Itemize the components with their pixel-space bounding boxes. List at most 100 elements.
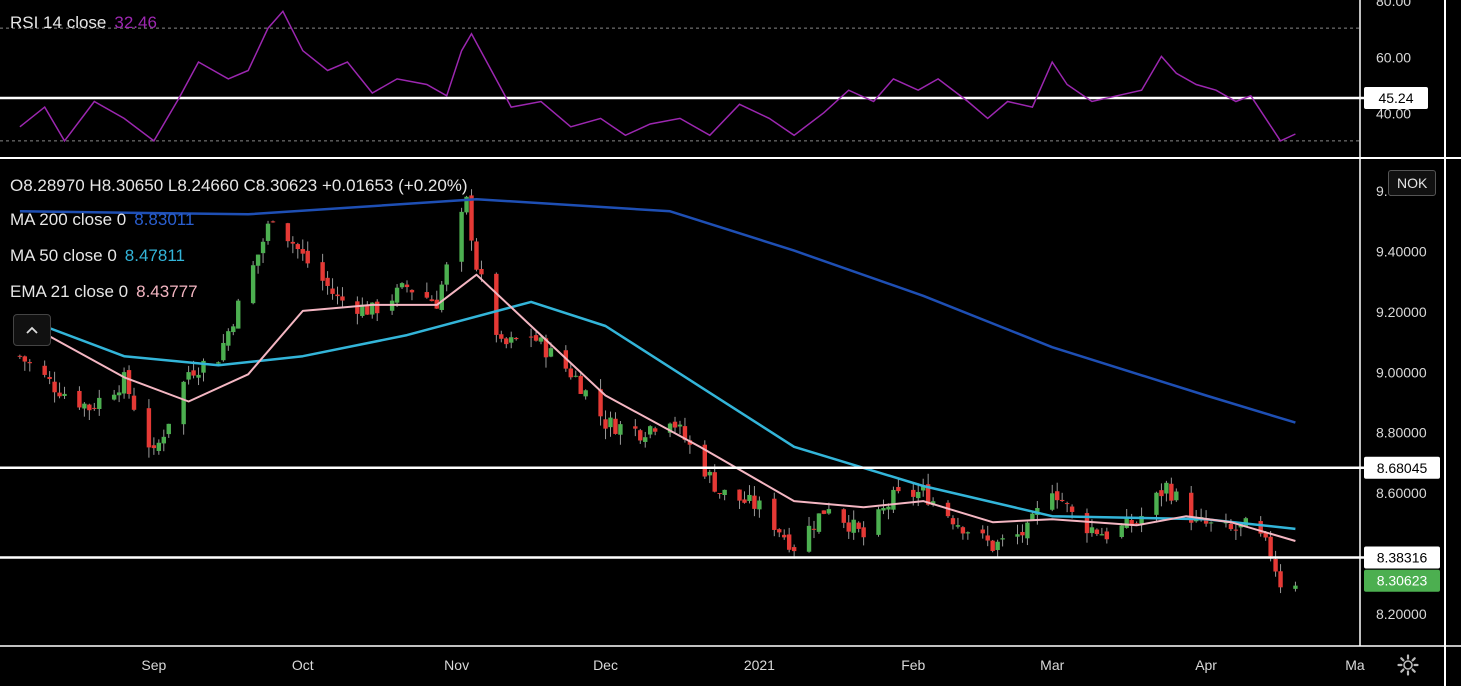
candle-body <box>1134 523 1139 525</box>
level-label: 8.38316 <box>1377 550 1428 566</box>
candle-body <box>62 393 67 396</box>
candle-body <box>394 287 400 303</box>
ema21-legend: EMA 21 close 0 8.43777 <box>10 282 198 302</box>
level-label-bg <box>1364 546 1440 569</box>
candle-body <box>791 547 797 552</box>
candle-body <box>891 489 896 510</box>
candle-body <box>608 417 613 428</box>
candle-body <box>1104 531 1110 540</box>
candle-body <box>841 509 846 523</box>
candle-body <box>777 529 782 533</box>
ohlc-low: L8.24660 <box>167 176 239 195</box>
ma200-label: MA 200 close 0 <box>10 210 127 229</box>
candle-body <box>166 423 171 435</box>
candle-body <box>186 372 191 380</box>
candle-body <box>479 268 484 275</box>
candle-body <box>881 508 886 511</box>
candle-body <box>821 510 827 514</box>
candle-body <box>121 372 127 394</box>
candle-body <box>226 331 231 346</box>
candle-body <box>300 249 305 254</box>
candle-body <box>116 392 122 396</box>
rsi-axis-tick: 40.00 <box>1376 106 1411 122</box>
candle-body <box>603 419 608 429</box>
time-axis-label: Oct <box>292 657 314 673</box>
time-axis-label: Dec <box>593 657 618 673</box>
candle-body <box>990 540 995 551</box>
candle-body <box>816 513 822 532</box>
candle-body <box>851 519 856 533</box>
rsi-axis-tick: 60.00 <box>1376 49 1411 65</box>
candle-body <box>1000 538 1005 540</box>
candle-body <box>543 338 549 358</box>
candle-body <box>618 424 623 435</box>
candle-body <box>876 509 881 535</box>
candle-body <box>444 264 449 285</box>
candle-body <box>404 284 410 288</box>
ma50-label: MA 50 close 0 <box>10 246 117 265</box>
candle-body <box>1069 506 1075 512</box>
candle-body <box>181 381 186 425</box>
candle-body <box>409 289 415 293</box>
candle-body <box>399 283 405 288</box>
candle-body <box>856 522 861 529</box>
candle-body <box>782 534 787 538</box>
candle-body <box>1089 527 1095 534</box>
candle-body <box>573 375 578 377</box>
candle-body <box>911 489 916 497</box>
candle-body <box>509 337 514 343</box>
collapse-legend-button[interactable] <box>13 314 51 346</box>
candle-body <box>583 390 588 397</box>
time-axis-label: Nov <box>444 657 469 673</box>
candle-body <box>752 495 757 509</box>
ohlc-close: C8.30623 <box>243 176 318 195</box>
candle-body <box>886 506 891 510</box>
ma200-line <box>19 197 1296 424</box>
ema21-line <box>19 273 1296 542</box>
time-axis-label: Apr <box>1195 657 1217 673</box>
candle-body <box>712 472 717 492</box>
candle-body <box>305 250 310 264</box>
candle-body <box>1054 491 1060 501</box>
candle-body <box>469 195 474 241</box>
candle-body <box>1139 516 1144 525</box>
candle-body <box>265 223 271 241</box>
level-label-bg <box>1364 456 1440 479</box>
candle-body <box>1189 492 1194 523</box>
candle-body <box>533 335 539 341</box>
candle-body <box>965 532 971 534</box>
candle-body <box>255 254 261 266</box>
candle-body <box>320 262 325 281</box>
candle-body <box>702 444 707 477</box>
settings-button[interactable] <box>1396 653 1420 677</box>
candle-body <box>1129 520 1134 526</box>
candle-body <box>250 265 256 304</box>
candle-body <box>707 471 712 476</box>
candle-body <box>1015 534 1020 537</box>
ma200-legend: MA 200 close 0 8.83011 <box>10 210 194 230</box>
candle-body <box>1084 513 1090 534</box>
candle-body <box>191 370 196 376</box>
candle-body <box>1094 529 1100 535</box>
ma50-value: 8.47811 <box>124 246 185 265</box>
candle-body <box>667 423 673 433</box>
candle-body <box>325 277 330 286</box>
candle-body <box>985 535 990 541</box>
gear-icon <box>1397 654 1419 676</box>
candle-body <box>47 376 52 379</box>
ohlc-open: O8.28970 <box>10 176 85 195</box>
candle-body <box>111 394 117 400</box>
candle-body <box>236 300 241 329</box>
candle-body <box>429 299 435 302</box>
candle-body <box>290 241 296 244</box>
candle-body <box>42 365 47 375</box>
candle-body <box>513 337 519 340</box>
candle-body <box>17 355 23 357</box>
candle-body <box>1154 492 1159 515</box>
candle-body <box>92 407 97 409</box>
candle-body <box>1059 499 1065 502</box>
candle-body <box>528 336 534 338</box>
candle-body <box>633 426 638 429</box>
candle-body <box>1025 522 1030 539</box>
